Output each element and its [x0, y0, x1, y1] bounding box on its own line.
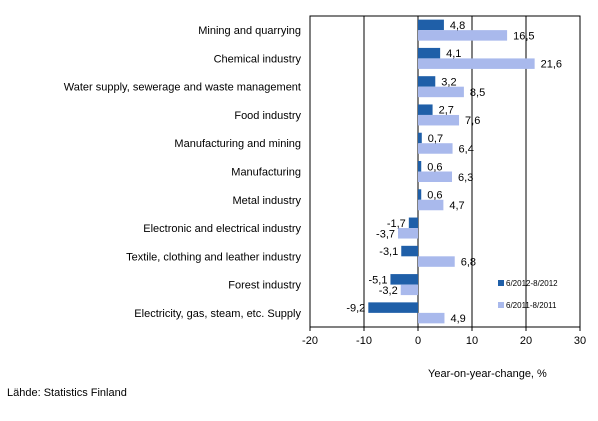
category-label-8: Textile, clothing and leather industry: [126, 251, 301, 263]
value-label-series1-10: -9,2: [346, 303, 365, 315]
value-label-series1-6: 0,6: [427, 190, 442, 202]
category-label-4: Manufacturing and mining: [174, 138, 301, 150]
value-labels: 4,8 16,5 4,1 21,6 3,2 8,5 2,7 7,6 0,7 6,4 0,6 6,3 0,…: [346, 20, 562, 325]
value-label-series1-2: 3,2: [441, 76, 456, 88]
bar-series2-3: [418, 114, 460, 126]
bar-series1-4: [418, 132, 422, 144]
legend-label-1: 6/2012-8/2012: [506, 279, 558, 288]
value-label-series2-3: 7,6: [465, 115, 480, 127]
bar-series2-10: [418, 312, 445, 324]
value-label-series1-0: 4,8: [450, 20, 465, 32]
value-label-series1-1: 4,1: [446, 48, 461, 60]
category-label-3: Food industry: [234, 110, 301, 122]
bar-series2-8: [418, 256, 455, 267]
bar-series1-1: [418, 47, 441, 59]
value-label-series2-7: -3,7: [376, 228, 395, 240]
bar-series1-8: [401, 245, 418, 257]
value-label-series2-6: 4,7: [449, 200, 464, 212]
bar-series1-7: [408, 217, 418, 229]
bar-series1-2: [418, 76, 436, 87]
x-axis: -20 -10 0 10 20 30: [302, 327, 586, 347]
bar-series1-0: [418, 19, 444, 31]
bar-series2-9: [400, 284, 418, 296]
value-label-series2-0: 16,5: [513, 30, 534, 42]
x-tick-label-10: 10: [466, 335, 478, 347]
bar-series2-1: [418, 58, 535, 69]
x-tick-label--10: -10: [356, 335, 372, 347]
bar-series1-9: [390, 274, 418, 285]
plot-area: [309, 15, 581, 328]
value-label-series1-8: -3,1: [379, 246, 398, 258]
bars: [368, 19, 535, 324]
category-label-2: Water supply, sewerage and waste managem…: [64, 82, 301, 94]
legend-swatch-2: [498, 302, 504, 308]
legend-label-2: 6/2011-8/2011: [506, 301, 557, 310]
value-label-series2-9: -3,2: [379, 285, 398, 297]
bar-series1-5: [418, 161, 422, 172]
value-label-series1-9: -5,1: [368, 274, 387, 286]
x-tick-label-0: 0: [415, 335, 421, 347]
category-label-6: Metal industry: [233, 195, 302, 207]
category-label-0: Mining and quarrying: [198, 25, 301, 37]
category-label-5: Manufacturing: [231, 167, 301, 179]
bar-series1-10: [368, 302, 418, 313]
source-note: Lähde: Statistics Finland: [7, 387, 127, 399]
legend-swatch-1: [498, 280, 504, 286]
value-label-series1-7: -1,7: [387, 218, 406, 230]
bar-series2-6: [418, 199, 444, 211]
value-label-series1-5: 0,6: [427, 161, 442, 173]
bar-series2-7: [398, 228, 418, 239]
bar-series2-5: [418, 171, 453, 182]
x-tick-label-20: 20: [520, 335, 532, 347]
value-label-series1-3: 2,7: [439, 105, 454, 117]
bar-series2-0: [418, 30, 508, 41]
bar-series1-3: [418, 104, 433, 115]
bar-series2-4: [418, 143, 453, 154]
plot-border: [309, 15, 581, 328]
value-label-series2-10: 4,9: [450, 313, 465, 325]
value-label-series2-5: 6,3: [458, 172, 473, 184]
x-tick-label--20: -20: [302, 335, 318, 347]
x-tick-label-30: 30: [574, 335, 586, 347]
bar-series1-6: [418, 189, 422, 200]
value-label-series2-4: 6,4: [459, 143, 474, 155]
category-label-7: Electronic and electrical industry: [143, 223, 301, 235]
value-label-series2-1: 21,6: [541, 59, 562, 71]
legend: 6/2012-8/2012 6/2011-8/2011: [498, 279, 558, 310]
value-label-series2-2: 8,5: [470, 87, 485, 99]
category-label-10: Electricity, gas, steam, etc. Supply: [134, 308, 301, 320]
value-label-series2-8: 6,8: [461, 257, 476, 269]
value-label-series1-4: 0,7: [428, 133, 443, 145]
bar-series2-2: [418, 86, 464, 98]
category-label-9: Forest industry: [228, 280, 301, 292]
category-label-1: Chemical industry: [214, 53, 302, 65]
x-axis-title: Year-on-year-change, %: [428, 368, 547, 380]
category-labels: Mining and quarrying Chemical industry Wat…: [64, 25, 302, 320]
